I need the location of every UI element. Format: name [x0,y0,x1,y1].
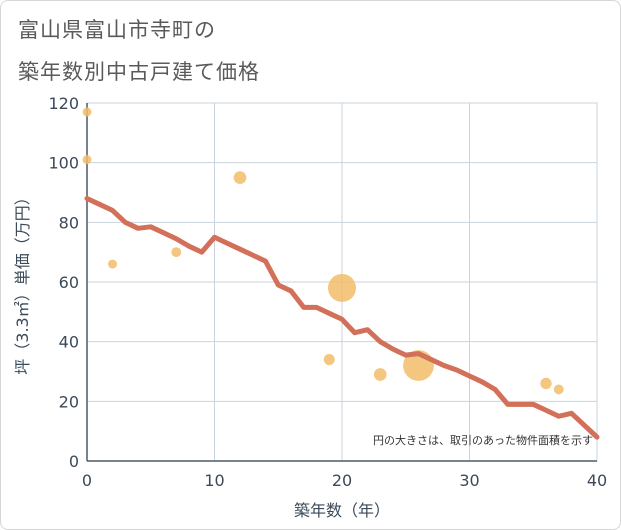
price-trend-line [84,195,600,440]
data-bubble [233,171,247,184]
y-tick-label: 0 [69,452,79,471]
y-tick-label: 60 [59,273,79,292]
data-bubble [323,354,335,366]
data-bubble [171,247,182,258]
x-tick-label: 10 [204,471,224,490]
data-bubble [82,107,92,117]
data-bubble [553,384,564,395]
y-tick-label: 40 [59,333,79,352]
data-bubble [82,155,92,165]
chart-title-line-1: 富山県富山市寺町の [18,18,216,42]
x-tick-label: 0 [82,471,92,490]
y-tick-label: 120 [48,94,79,113]
y-tick-label: 20 [59,392,79,411]
data-bubble [373,368,387,381]
y-tick-label: 80 [59,213,79,232]
x-axis-label: 築年数（年） [294,501,390,520]
x-tick-label: 30 [459,471,479,490]
chart-note: 円の大きさは、取引のあった物件面積を示す [373,433,593,447]
y-axis-label: 坪（3.3㎡）単価（万円） [13,189,32,374]
data-bubble [327,273,357,302]
chart-title-line-2: 築年数別中古戸建て価格 [18,60,260,84]
data-bubble [540,377,552,390]
data-bubble [108,259,117,269]
x-tick-label: 20 [332,471,352,490]
x-tick-label: 40 [587,471,607,490]
y-tick-label: 100 [48,154,79,173]
